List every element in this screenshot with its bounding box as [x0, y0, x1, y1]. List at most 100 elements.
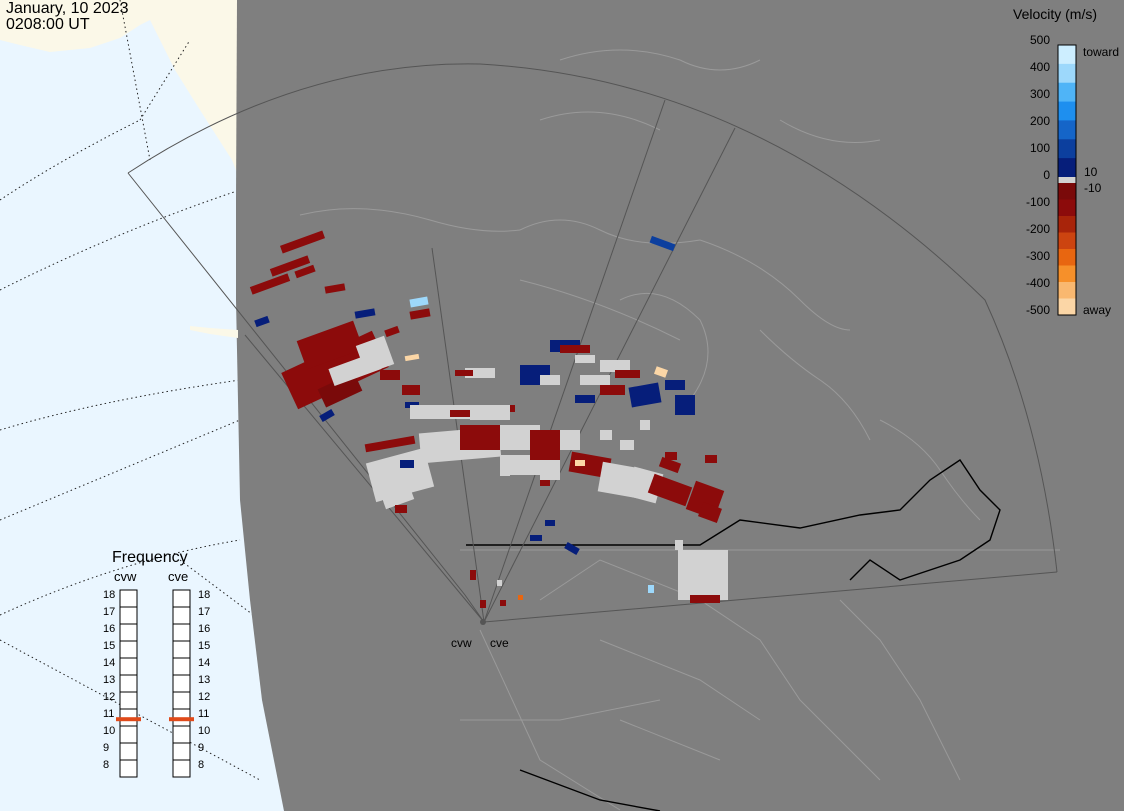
radar-label-cve: cve	[490, 636, 509, 650]
frequency-label-cvw: cvw	[114, 569, 137, 584]
velocity-cell	[678, 550, 728, 600]
velocity-cell	[648, 585, 654, 593]
velocity-cell	[294, 264, 316, 279]
frequency-cell	[119, 623, 138, 642]
colorbar-segment	[1058, 232, 1076, 250]
frequency-tick-left: 15	[103, 640, 116, 652]
velocity-cell	[698, 502, 722, 523]
colorbar-segment	[1058, 101, 1076, 121]
frequency-tick-left: 16	[103, 623, 116, 635]
colorbar-tick: 200	[1029, 114, 1050, 128]
frequency-tick-left: 10	[103, 725, 116, 737]
colorbar-tick: 500	[1029, 33, 1050, 47]
colorbar-segment	[1058, 183, 1076, 200]
frequency-cell	[172, 759, 191, 778]
velocity-cell	[470, 405, 510, 420]
frequency-cell	[172, 657, 191, 676]
frequency-cell	[119, 742, 138, 761]
graticule	[0, 0, 301, 781]
frequency-cell	[172, 589, 191, 608]
colorbar-segment	[1058, 199, 1076, 217]
velocity-cell	[380, 370, 400, 380]
velocity-cell	[296, 320, 364, 370]
velocity-cell	[470, 570, 476, 580]
frequency-tick-right: 15	[198, 640, 211, 652]
velocity-cell	[518, 595, 523, 600]
velocity-cell	[450, 410, 470, 417]
velocity-cell	[375, 470, 415, 510]
frequency-cell	[172, 674, 191, 693]
frequency-title: Frequency	[112, 549, 188, 566]
frequency-tick-right: 10	[198, 725, 211, 737]
velocity-cell	[395, 505, 407, 513]
velocity-cell	[279, 230, 326, 254]
colorbar-tick: 0	[1043, 168, 1050, 182]
frequency-tick-left: 14	[103, 657, 116, 669]
frequency-tick-right: 14	[198, 657, 211, 669]
time-label: 0208:00 UT	[6, 16, 90, 33]
colorbar-ground-scatter	[1058, 177, 1076, 183]
colorbar-tick: 300	[1029, 87, 1050, 101]
mexico-border	[519, 769, 661, 811]
frequency-marker-cve	[169, 717, 194, 722]
polar-landmass	[0, 0, 240, 180]
velocity-cell	[665, 380, 685, 390]
frequency-label-cve: cve	[168, 569, 189, 584]
frequency-tick-left: 11	[103, 708, 115, 720]
colorbar-segment	[1058, 139, 1076, 159]
velocity-cell	[545, 520, 555, 526]
frequency-tick-left: 12	[103, 691, 116, 703]
frequency-cell	[119, 589, 138, 608]
velocity-cell	[564, 541, 580, 556]
colorbar-tick: -100	[1025, 195, 1050, 209]
velocity-cell	[690, 595, 720, 603]
date-label: January, 10 2023	[6, 0, 129, 17]
colorbar-frame	[1057, 44, 1077, 316]
velocity-cell	[400, 460, 414, 468]
velocity-cell	[580, 375, 610, 385]
velocity-cell	[675, 395, 695, 415]
frequency-cell	[172, 725, 191, 744]
frequency-tick-right: 17	[198, 606, 211, 618]
colorbar-tick: 10	[1084, 165, 1098, 179]
velocity-cell	[530, 430, 560, 460]
velocity-cell	[540, 375, 560, 385]
frequency-tick-right: 11	[198, 708, 210, 720]
velocity-cell	[575, 460, 585, 466]
velocity-cell	[480, 600, 486, 608]
colorbar-segment	[1058, 82, 1076, 103]
international-border	[466, 459, 1001, 581]
frequency-tick-right: 12	[198, 691, 211, 703]
velocity-cell	[269, 255, 311, 277]
velocity-cell	[409, 296, 429, 308]
frequency-tick-left: 17	[103, 606, 116, 618]
frequency-cell	[172, 691, 191, 710]
colorbar-tick: -400	[1025, 276, 1050, 290]
colorbar-tick: -200	[1025, 222, 1050, 236]
frequency-cell	[119, 725, 138, 744]
frequency-marker-cvw	[116, 717, 141, 722]
velocity-cell	[658, 456, 682, 474]
velocity-cell	[540, 460, 560, 480]
velocity-cell	[455, 370, 473, 376]
velocity-cell	[568, 451, 612, 479]
frequency-cell	[119, 640, 138, 659]
frequency-tick-right: 8	[198, 759, 205, 771]
velocity-cell	[354, 308, 376, 319]
velocity-cell	[317, 372, 363, 408]
velocity-cell	[615, 370, 640, 378]
frequency-cell	[172, 623, 191, 642]
colorbar-segment	[1058, 298, 1076, 316]
velocity-cell	[404, 353, 420, 362]
frequency-cell	[172, 742, 191, 761]
aleutian-islands	[190, 326, 238, 338]
frequency-cell	[119, 759, 138, 778]
colorbar-segment	[1058, 216, 1076, 233]
velocity-cell	[384, 325, 400, 338]
velocity-cell	[465, 368, 495, 378]
velocity-cell	[675, 540, 683, 550]
velocity-cell	[640, 420, 650, 430]
colorbar-segment	[1058, 158, 1076, 178]
